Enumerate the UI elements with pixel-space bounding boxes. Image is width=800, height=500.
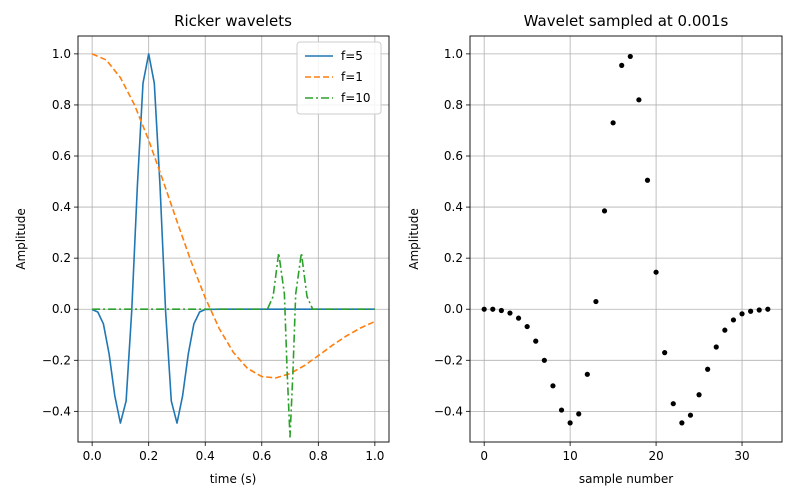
y-tick-label: −0.4 [42,404,71,418]
data-point [679,420,685,426]
y-tick-label: 0.8 [52,98,71,112]
data-point [490,306,496,312]
legend-box [296,41,382,115]
sampled-wavelet-panel: Wavelet sampled at 0.001s sample number … [407,12,783,486]
legend-label: f=1 [341,70,363,84]
y-tick-label: 0.4 [52,200,71,214]
data-point [739,311,745,317]
x-tick-label: 10 [562,449,577,463]
y-tick-label: 0.4 [444,200,463,214]
y-axis-label: Amplitude [407,208,421,270]
x-tick-label: 0.8 [309,449,328,463]
y-tick-label: 0.0 [444,302,463,316]
series-line-f-10 [92,252,375,438]
y-tick-label: 0.8 [444,98,463,112]
panel-title: Wavelet sampled at 0.001s [524,12,729,30]
data-point [687,412,694,418]
data-point [541,357,547,363]
data-point [713,344,719,350]
data-point [730,317,737,323]
data-point [705,366,711,372]
x-tick-label: 0.2 [139,449,158,463]
y-tick-label: 0.6 [52,149,71,163]
y-axis-label: Amplitude [14,208,28,270]
data-point [756,307,762,313]
legend-label: f=10 [341,91,371,105]
data-point [644,177,651,183]
data-point [507,310,513,316]
data-point [670,401,676,407]
y-tick-label: −0.4 [434,404,463,418]
data-point [662,350,668,356]
y-tick-label: 1.0 [444,47,463,61]
data-point [722,327,728,333]
data-point [653,269,659,275]
x-tick-label: 30 [734,449,749,463]
series-line-f-1 [91,53,376,379]
data-point [498,307,504,314]
data-point [765,306,771,312]
data-point [550,383,556,389]
x-tick-label: 20 [648,449,663,463]
data-point [696,392,702,398]
legend: f=5 f=1 f=10 [296,41,382,115]
x-tick-label: 1.0 [365,449,384,463]
data-point [481,306,487,312]
axes-frame [469,35,783,443]
data-point [515,315,522,321]
data-point [636,97,642,103]
y-tick-label: 0.2 [52,251,71,265]
y-tick-label: −0.2 [434,353,463,367]
y-tick-label: 0.2 [444,251,463,265]
x-tick-label: 0.6 [252,449,271,463]
ricker-wavelets-panel: Ricker wavelets time (s) Amplitude 0.0 0.… [14,12,390,486]
y-tick-label: 1.0 [52,47,71,61]
y-tick-label: −0.2 [42,353,71,367]
axes-frame [77,35,390,443]
x-tick-label: 0.0 [83,449,102,463]
data-point [610,120,616,126]
y-tick-label: 0.0 [52,302,71,316]
panel-title: Ricker wavelets [174,12,292,30]
data-point [748,308,754,314]
data-point [533,338,539,344]
x-axis-label: time (s) [210,472,257,486]
x-tick-label: 0 [480,449,488,463]
data-point [627,53,633,60]
legend-label: f=5 [341,49,363,63]
data-point [601,208,608,214]
data-point [593,298,599,305]
x-axis-label: sample number [579,472,673,486]
data-point [584,371,590,377]
y-tick-label: 0.6 [444,149,463,163]
x-tick-label: 0.4 [196,449,215,463]
data-point [619,62,625,68]
data-point [576,411,582,417]
data-point [558,407,565,413]
data-point [567,420,573,426]
data-point [524,323,530,330]
